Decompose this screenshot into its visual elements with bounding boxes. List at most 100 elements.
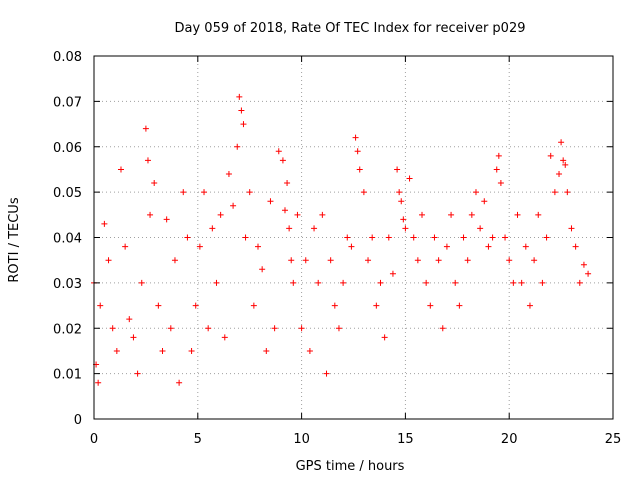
data-point	[205, 325, 212, 332]
data-point	[522, 243, 529, 250]
y-tick-label: 0.02	[53, 322, 82, 337]
data-point	[394, 166, 401, 173]
data-point	[221, 334, 228, 341]
data-point	[238, 107, 245, 114]
data-point	[267, 198, 274, 205]
data-point	[180, 189, 187, 196]
data-point	[402, 225, 409, 232]
data-point	[572, 243, 579, 250]
data-point	[489, 234, 496, 241]
data-point	[188, 347, 195, 354]
data-point	[406, 175, 413, 182]
data-point	[315, 279, 322, 286]
data-point	[558, 139, 565, 146]
data-point	[335, 325, 342, 332]
data-point	[518, 279, 525, 286]
data-points	[91, 93, 592, 386]
data-point	[279, 157, 286, 164]
data-point	[497, 180, 504, 187]
data-point	[167, 325, 174, 332]
data-point	[514, 211, 521, 218]
data-point	[493, 166, 500, 173]
x-axis-label: GPS time / hours	[296, 459, 405, 474]
y-tick-label: 0.08	[53, 50, 82, 65]
data-point	[281, 207, 288, 214]
data-point	[344, 234, 351, 241]
data-point	[263, 347, 270, 354]
data-point	[151, 180, 158, 187]
data-point	[443, 243, 450, 250]
data-point	[562, 161, 569, 168]
data-point	[381, 334, 388, 341]
data-point	[213, 279, 220, 286]
data-point	[448, 211, 455, 218]
data-point	[117, 166, 124, 173]
data-point	[389, 270, 396, 277]
data-point	[354, 148, 361, 155]
data-point	[385, 234, 392, 241]
x-tick-label: 15	[397, 432, 414, 447]
data-point	[147, 211, 154, 218]
data-point	[134, 370, 141, 377]
data-point	[255, 243, 262, 250]
data-point	[242, 234, 249, 241]
data-point	[319, 211, 326, 218]
data-point	[236, 93, 243, 100]
y-tick-label: 0.06	[53, 141, 82, 156]
data-point	[201, 189, 208, 196]
y-tick-labels: 0 0.01 0.02 0.03 0.04 0.05 0.06 0.07 0.08	[53, 50, 82, 428]
data-point	[456, 302, 463, 309]
data-point	[246, 189, 253, 196]
data-point	[144, 157, 151, 164]
data-point	[171, 257, 178, 264]
data-point	[240, 121, 247, 128]
data-point	[196, 243, 203, 250]
data-point	[356, 166, 363, 173]
y-axis-label: ROTI / TECUs	[7, 197, 22, 282]
data-point	[373, 302, 380, 309]
data-point	[159, 347, 166, 354]
data-point	[101, 220, 108, 227]
data-point	[547, 152, 554, 159]
data-point	[331, 302, 338, 309]
data-point	[481, 198, 488, 205]
data-point	[288, 257, 295, 264]
data-point	[192, 302, 199, 309]
data-point	[113, 347, 120, 354]
data-point	[485, 243, 492, 250]
y-tick-label: 0.01	[53, 368, 82, 383]
data-point	[427, 302, 434, 309]
data-point	[250, 302, 257, 309]
data-point	[340, 279, 347, 286]
data-point	[539, 279, 546, 286]
data-point	[298, 325, 305, 332]
data-point	[286, 225, 293, 232]
y-tick-label: 0.04	[53, 232, 82, 247]
grid-lines	[94, 56, 613, 419]
x-tick-label: 5	[194, 432, 202, 447]
data-point	[275, 148, 282, 155]
data-point	[311, 225, 318, 232]
data-point	[230, 202, 237, 209]
data-point	[506, 257, 513, 264]
data-point	[377, 279, 384, 286]
y-tick-label: 0.03	[53, 277, 82, 292]
data-point	[109, 325, 116, 332]
data-point	[452, 279, 459, 286]
data-point	[502, 234, 509, 241]
data-point	[396, 189, 403, 196]
data-point	[400, 216, 407, 223]
data-point	[495, 152, 502, 159]
data-point	[472, 189, 479, 196]
data-point	[348, 243, 355, 250]
data-point	[225, 170, 232, 177]
data-point	[585, 270, 592, 277]
data-point	[531, 257, 538, 264]
data-point	[369, 234, 376, 241]
data-point	[439, 325, 446, 332]
data-point	[526, 302, 533, 309]
data-point	[352, 134, 359, 141]
axis-ticks	[93, 55, 614, 420]
data-point	[95, 379, 102, 386]
